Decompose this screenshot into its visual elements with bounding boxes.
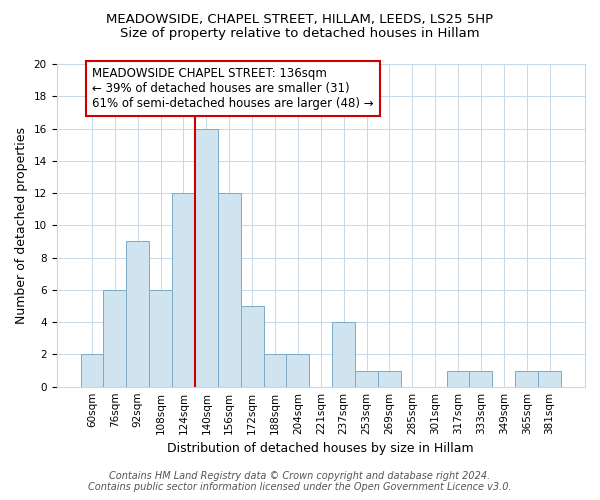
Bar — [127, 242, 149, 386]
Text: MEADOWSIDE CHAPEL STREET: 136sqm
← 39% of detached houses are smaller (31)
61% o: MEADOWSIDE CHAPEL STREET: 136sqm ← 39% o… — [92, 67, 374, 110]
X-axis label: Distribution of detached houses by size in Hillam: Distribution of detached houses by size … — [167, 442, 474, 455]
Bar — [286, 354, 310, 386]
Bar — [195, 128, 218, 386]
Bar — [538, 370, 561, 386]
Bar — [149, 290, 172, 386]
Y-axis label: Number of detached properties: Number of detached properties — [15, 127, 28, 324]
Bar — [332, 322, 355, 386]
Bar — [378, 370, 401, 386]
Bar — [241, 306, 263, 386]
Bar — [218, 193, 241, 386]
Bar — [355, 370, 378, 386]
Bar — [446, 370, 469, 386]
Bar — [172, 193, 195, 386]
Bar — [515, 370, 538, 386]
Bar — [469, 370, 493, 386]
Bar — [80, 354, 103, 386]
Bar — [263, 354, 286, 386]
Text: MEADOWSIDE, CHAPEL STREET, HILLAM, LEEDS, LS25 5HP: MEADOWSIDE, CHAPEL STREET, HILLAM, LEEDS… — [106, 12, 494, 26]
Text: Contains HM Land Registry data © Crown copyright and database right 2024.
Contai: Contains HM Land Registry data © Crown c… — [88, 471, 512, 492]
Bar — [103, 290, 127, 386]
Text: Size of property relative to detached houses in Hillam: Size of property relative to detached ho… — [120, 28, 480, 40]
